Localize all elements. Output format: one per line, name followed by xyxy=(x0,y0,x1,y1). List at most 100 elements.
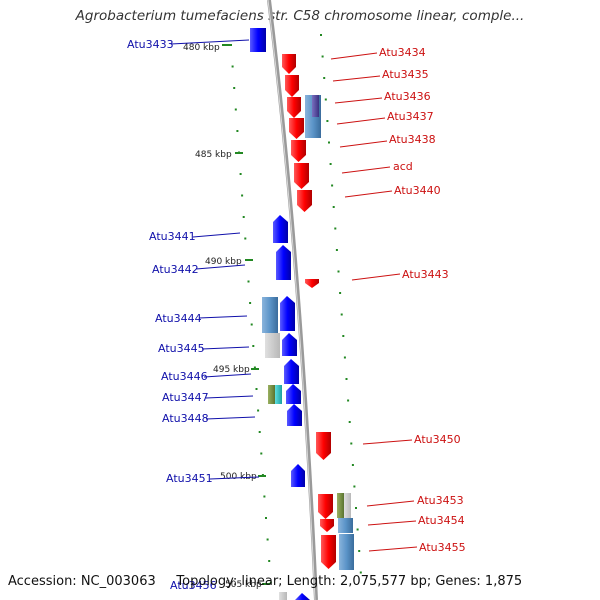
label-atu3447[interactable]: Atu3447 xyxy=(162,391,209,404)
scale-label-480: 480 kbp xyxy=(183,43,220,53)
tick-dot-right xyxy=(323,77,326,79)
label-atu3455[interactable]: Atu3455 xyxy=(419,541,466,554)
tick-dot-left xyxy=(230,44,232,46)
gene-atu3456[interactable] xyxy=(295,593,310,600)
feature-block-purple xyxy=(312,95,319,117)
gene-atu3450[interactable] xyxy=(316,432,331,460)
label-atu3448[interactable]: Atu3448 xyxy=(162,412,209,425)
feature-block-steel-c xyxy=(339,534,354,570)
label-atu3442[interactable]: Atu3442 xyxy=(152,263,199,276)
tick-dot-right xyxy=(340,313,343,316)
leader-atu3441 xyxy=(192,232,241,238)
gene-atu3453[interactable] xyxy=(318,494,333,519)
label-atu3436[interactable]: Atu3436 xyxy=(384,90,431,103)
gene-acd[interactable] xyxy=(294,163,309,189)
label-atu3446[interactable]: Atu3446 xyxy=(161,370,208,383)
gene-atu3438[interactable] xyxy=(291,140,306,162)
scale-label-500: 500 kbp xyxy=(220,472,257,482)
label-atu3440[interactable]: Atu3440 xyxy=(394,184,441,197)
leader-atu3434 xyxy=(330,52,378,60)
label-atu3441[interactable]: Atu3441 xyxy=(149,230,196,243)
feature-block-grey-l xyxy=(265,333,280,358)
gene-atu3433-top xyxy=(250,20,266,28)
scale-labels: 480 kbp 485 kbp 490 kbp 495 kbp 500 kbp … xyxy=(183,43,270,590)
tick-dot-left xyxy=(260,452,263,455)
gene-atu3443[interactable] xyxy=(305,279,319,288)
feature-block-grey-r xyxy=(344,493,351,518)
leader-atu3451 xyxy=(209,476,260,480)
label-atu3451[interactable]: Atu3451 xyxy=(166,472,213,485)
tick-dot-left xyxy=(231,65,234,68)
map-footer: Accession: NC_003063 Topology: linear; L… xyxy=(8,574,522,589)
gene-atu3455[interactable] xyxy=(321,535,336,569)
feature-block-steel-l xyxy=(262,297,278,333)
label-atu3443[interactable]: Atu3443 xyxy=(402,268,449,281)
gene-atu3434[interactable] xyxy=(282,54,296,74)
tick-dot-right xyxy=(355,507,357,509)
tick-dot-left xyxy=(263,495,266,498)
tick-dot-right xyxy=(343,356,346,359)
tick-dot-right xyxy=(328,141,330,144)
label-atu3434[interactable]: Atu3434 xyxy=(379,46,426,59)
gene-atu3433[interactable] xyxy=(250,28,266,52)
tick-dot-right xyxy=(334,227,337,230)
left-labels: Atu3433 Atu3441 Atu3442 Atu3444 Atu3445 … xyxy=(127,38,260,592)
tick-dot-left xyxy=(242,216,245,218)
label-atu3450[interactable]: Atu3450 xyxy=(414,433,461,446)
feature-block-olive-l xyxy=(268,385,275,404)
label-atu3437[interactable]: Atu3437 xyxy=(387,110,434,123)
gene-atu3440[interactable] xyxy=(297,190,312,212)
leader-atu3454 xyxy=(367,520,417,526)
gene-atu3448[interactable] xyxy=(287,404,302,426)
gene-atu3454[interactable] xyxy=(320,519,334,532)
tick-dot-left xyxy=(257,409,260,412)
leader-atu3447 xyxy=(205,395,254,399)
leader-atu3438 xyxy=(339,140,388,148)
gene-atu3435[interactable] xyxy=(285,75,299,97)
leader-atu3455 xyxy=(368,546,418,552)
tick-dot-right xyxy=(350,442,353,445)
label-atu3433[interactable]: Atu3433 xyxy=(127,38,174,51)
leader-atu3440 xyxy=(344,190,393,198)
leader-atu3436 xyxy=(334,97,383,104)
tick-dot-left xyxy=(253,366,256,369)
tick-dot-left xyxy=(266,538,269,541)
tick-dot-right xyxy=(335,249,338,251)
label-atu3435[interactable]: Atu3435 xyxy=(382,68,429,81)
chromosome-backbone xyxy=(267,0,318,600)
label-atu3454[interactable]: Atu3454 xyxy=(418,514,465,527)
leader-atu3435 xyxy=(332,75,381,82)
genome-summary-text: Topology: linear; Length: 2,075,577 bp; … xyxy=(176,574,523,589)
label-atu3456[interactable]: Atu3456 xyxy=(170,579,217,592)
gene-atu3446[interactable] xyxy=(284,359,299,384)
gene-atu3444[interactable] xyxy=(280,296,295,331)
tick-dot-right xyxy=(331,184,334,187)
gene-atu3442[interactable] xyxy=(276,245,291,280)
gene-atu3447[interactable] xyxy=(286,384,301,404)
label-acd[interactable]: acd xyxy=(393,160,413,173)
forward-genes xyxy=(282,54,336,569)
tick-dot-right xyxy=(320,34,322,36)
label-atu3444[interactable]: Atu3444 xyxy=(155,312,202,325)
scale-label-485: 485 kbp xyxy=(195,150,232,160)
tick-dot-right xyxy=(339,292,342,294)
tick-dot-right xyxy=(329,163,332,165)
tick-dot-left xyxy=(268,560,271,562)
right-labels: Atu3434 Atu3435 Atu3436 Atu3437 Atu3438 … xyxy=(330,46,466,554)
feature-block-teal-l xyxy=(275,385,282,404)
tick-dot-left xyxy=(233,87,236,89)
tick-dot-right xyxy=(353,485,356,488)
label-atu3438[interactable]: Atu3438 xyxy=(389,133,436,146)
gene-atu3441[interactable] xyxy=(273,215,288,243)
gene-atu3437[interactable] xyxy=(289,118,304,139)
tick-dot-right xyxy=(332,206,335,208)
label-atu3453[interactable]: Atu3453 xyxy=(417,494,464,507)
gene-atu3451[interactable] xyxy=(291,464,305,487)
gene-atu3445[interactable] xyxy=(282,333,297,356)
leader-atu3443 xyxy=(351,273,401,281)
label-atu3445[interactable]: Atu3445 xyxy=(158,342,205,355)
tick-dot-right xyxy=(326,120,329,122)
gene-atu3436[interactable] xyxy=(287,97,301,118)
leader-atu3437 xyxy=(336,117,386,125)
